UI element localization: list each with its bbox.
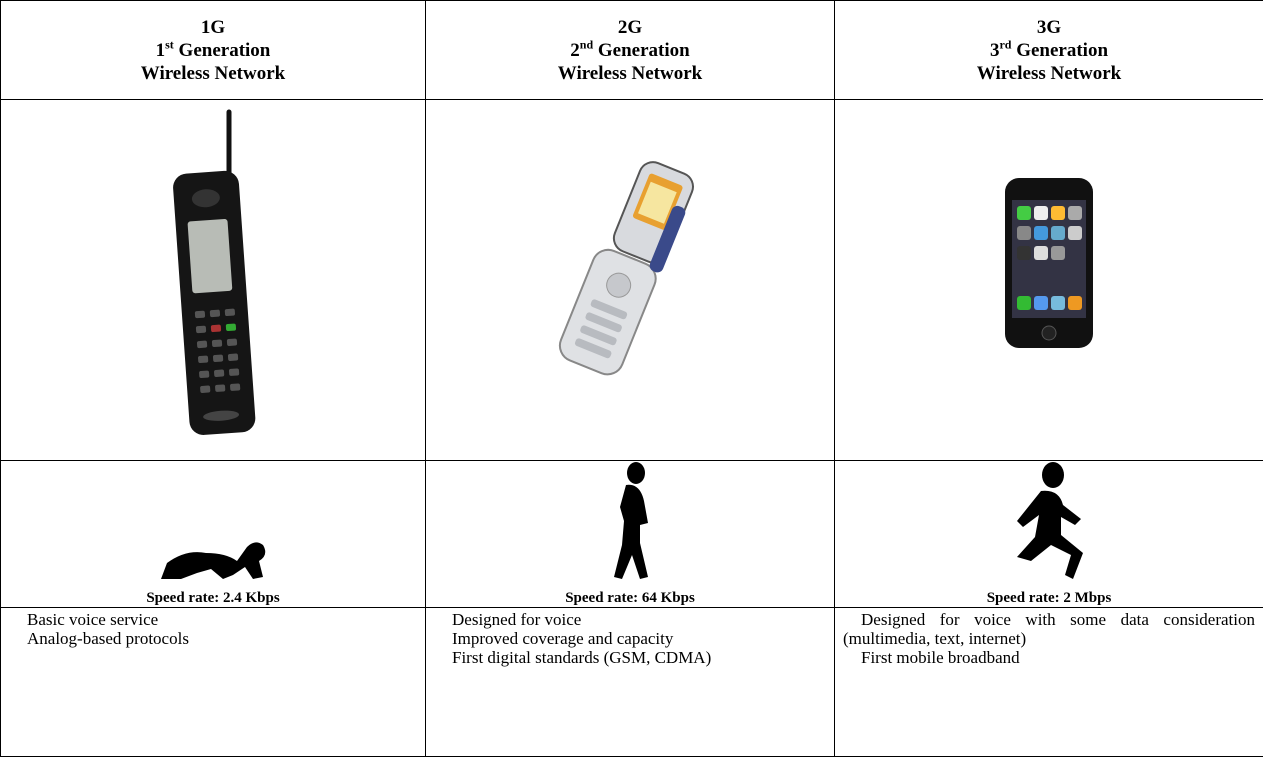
- growth-cell: Speed rate: 2 Mbps: [835, 461, 1263, 608]
- phone-cell: [835, 100, 1263, 461]
- growth-cell: Speed rate: 2.4 Kbps: [1, 461, 426, 608]
- crawling-baby: [1, 461, 425, 589]
- code: 1G: [1, 16, 425, 39]
- generation: 2nd Generation: [426, 39, 834, 62]
- suffix: st: [165, 37, 174, 51]
- feature: Designed for voice: [434, 610, 826, 629]
- feature: Designed for voice with some data consid…: [843, 610, 1255, 648]
- code: 2G: [426, 16, 834, 39]
- running-child: [835, 461, 1263, 589]
- feature: Basic voice service: [9, 610, 417, 629]
- growth-row: Speed rate: 2.4 Kbps Speed rate: 64 Kbps…: [1, 461, 1263, 608]
- suffix: nd: [580, 37, 593, 51]
- generation: 1st Generation: [1, 39, 425, 62]
- generation-text: Generation: [598, 40, 690, 61]
- network: Wireless Network: [835, 62, 1263, 85]
- network: Wireless Network: [1, 62, 425, 85]
- speed-label: Speed rate: 64 Kbps: [426, 590, 834, 607]
- feature: First mobile broadband: [843, 648, 1255, 667]
- flip-phone: [426, 100, 834, 460]
- growth-cell: Speed rate: 64 Kbps: [426, 461, 835, 608]
- ordinal: 2: [570, 40, 580, 61]
- generation-text: Generation: [1016, 40, 1108, 61]
- phone-cell: [1, 100, 426, 461]
- generation-text: Generation: [179, 40, 271, 61]
- code: 3G: [835, 16, 1263, 39]
- feature: Improved coverage and capacity: [434, 629, 826, 648]
- generation: 3rd Generation: [835, 39, 1263, 62]
- suffix: rd: [999, 37, 1011, 51]
- smartphone: [835, 100, 1263, 460]
- ordinal: 1: [156, 40, 166, 61]
- speed-label: Speed rate: 2.4 Kbps: [1, 590, 425, 607]
- brick-phone: [1, 100, 425, 460]
- feature: Analog-based protocols: [9, 629, 417, 648]
- speed-label: Speed rate: 2 Mbps: [835, 590, 1263, 607]
- phone-row: [1, 100, 1263, 461]
- network: Wireless Network: [426, 62, 834, 85]
- feature: First digital standards (GSM, CDMA): [434, 648, 826, 667]
- features-cell: Designed for voice with some data consid…: [835, 608, 1263, 757]
- phone-cell: [426, 100, 835, 461]
- walking-toddler: [426, 461, 834, 589]
